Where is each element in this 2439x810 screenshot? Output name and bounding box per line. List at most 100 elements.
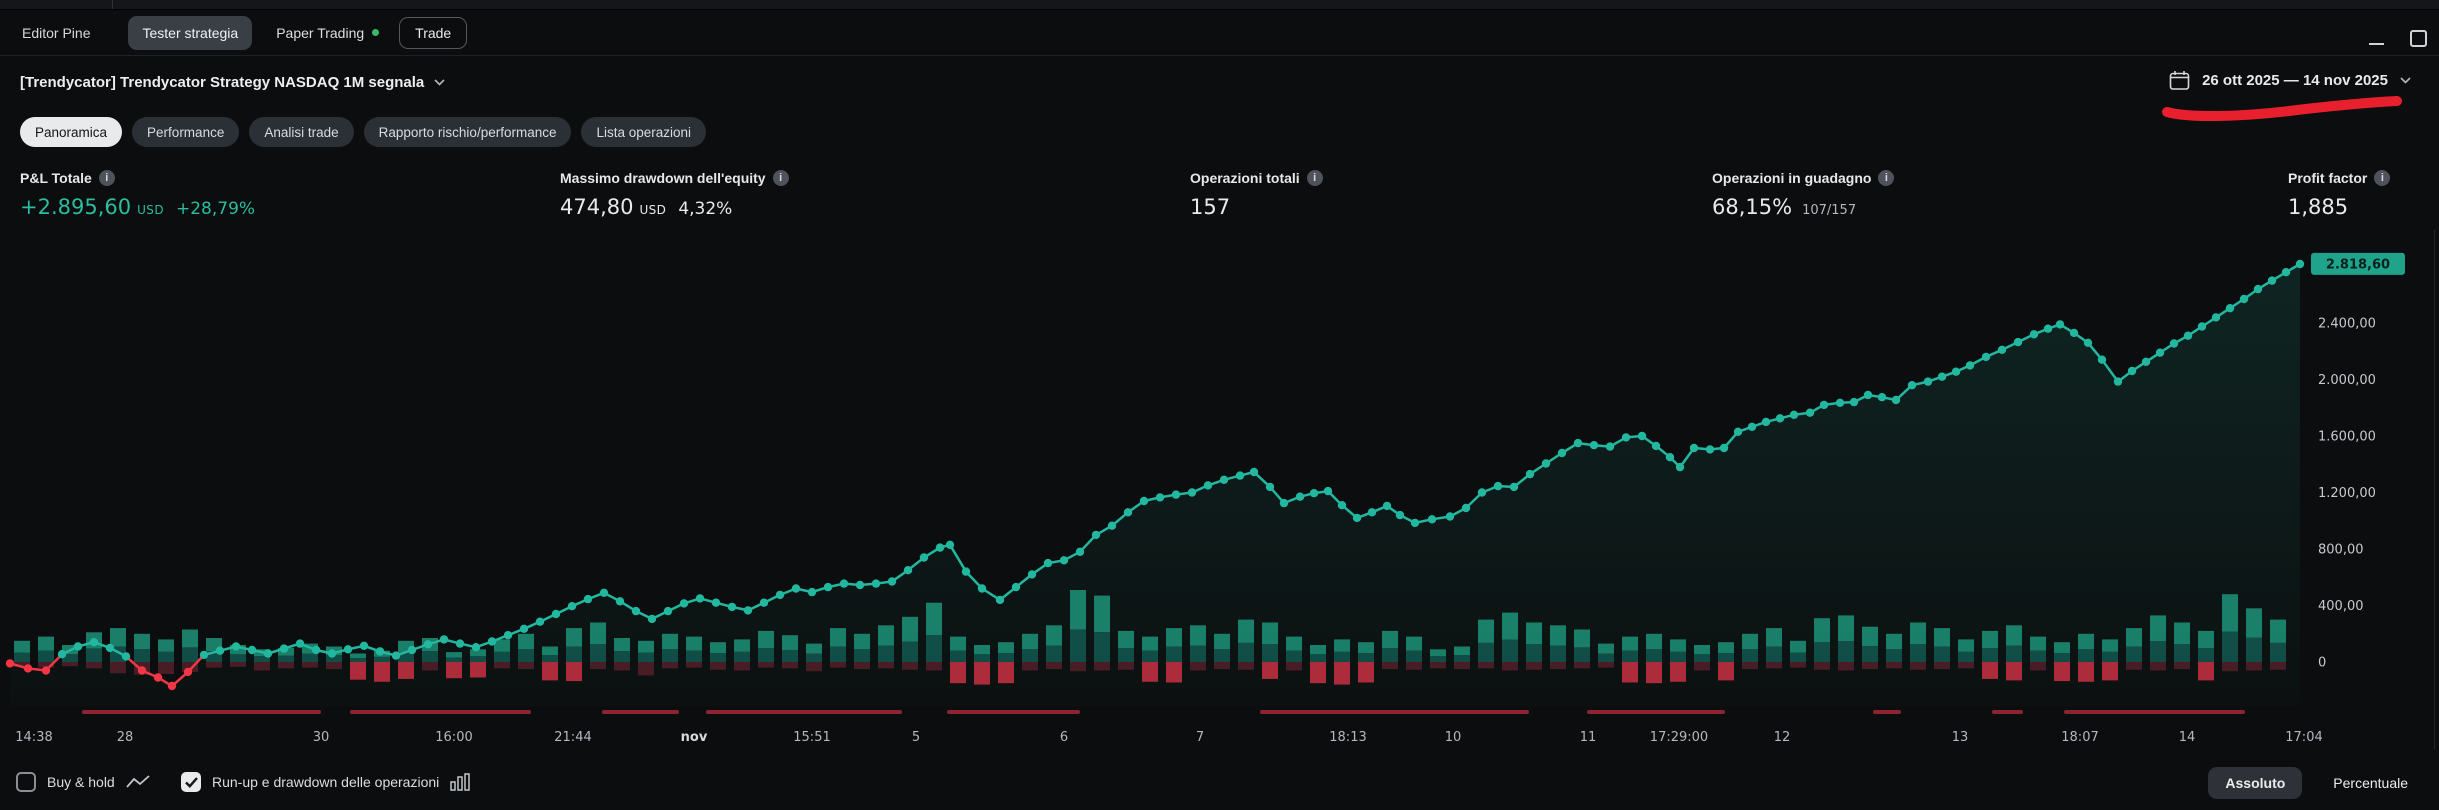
x-axis-label[interactable]: 18:13 <box>1329 730 1366 745</box>
equity-point <box>1665 453 1675 462</box>
trade-drawdown-bar <box>1022 662 1038 671</box>
equity-point <box>41 666 51 675</box>
equity-point <box>2155 348 2165 357</box>
strategy-selector[interactable]: [Trendycator] Trendycator Strategy NASDA… <box>20 74 445 91</box>
session-break-bar <box>602 710 679 714</box>
buy-hold-label: Buy & hold <box>47 774 115 790</box>
report-tab-3[interactable]: Rapporto rischio/performance <box>363 117 572 147</box>
info-icon[interactable]: i <box>2374 170 2391 186</box>
x-axis-label[interactable]: 17:04 <box>2285 730 2322 745</box>
trade-runup-bar-base <box>614 651 630 662</box>
equity-point <box>1621 433 1631 442</box>
trade-runup-bar <box>110 628 126 647</box>
equity-point <box>599 588 609 597</box>
minimize-icon[interactable] <box>2369 42 2384 45</box>
equity-point <box>1235 471 1245 480</box>
info-icon[interactable]: i <box>98 170 115 186</box>
trade-runup-bar <box>1214 633 1230 650</box>
buy-hold-checkbox[interactable] <box>16 772 36 792</box>
equity-point <box>647 614 657 624</box>
x-axis-label[interactable]: 14:38 <box>15 730 52 745</box>
x-axis-label[interactable]: nov <box>681 730 708 745</box>
trade-drawdown-bar <box>254 662 270 671</box>
trade-runup-bar-base <box>638 652 654 662</box>
trade-runup-bar <box>1382 630 1398 648</box>
x-axis-label[interactable]: 12 <box>1774 730 1791 745</box>
trade-runup-bar <box>1598 643 1614 654</box>
equity-point <box>2281 268 2291 277</box>
trade-runup-bar <box>1334 639 1350 652</box>
equity-point <box>1789 410 1799 419</box>
trade-runup-bar-base <box>2054 653 2070 662</box>
tab-tester-strategia[interactable]: Tester strategia <box>128 15 253 50</box>
absolute-button[interactable]: Assoluto <box>2208 767 2303 799</box>
x-axis-label[interactable]: 17:29:00 <box>1650 730 1708 745</box>
report-tab-4[interactable]: Lista operazioni <box>581 117 707 147</box>
x-axis-label[interactable]: 10 <box>1445 730 1462 745</box>
trade-runup-bar <box>1118 630 1134 648</box>
trade-runup-bar-base <box>1238 642 1254 662</box>
x-axis-label[interactable]: 18:07 <box>2061 730 2098 745</box>
trade-drawdown-bar <box>2126 662 2142 670</box>
equity-point <box>1171 490 1181 499</box>
x-axis-label[interactable]: 5 <box>912 730 920 745</box>
trade-runup-bar <box>1478 619 1494 643</box>
session-break-bar <box>1587 710 1725 714</box>
equity-point <box>1295 492 1305 501</box>
trade-runup-bar <box>1406 636 1422 651</box>
equity-point <box>359 641 369 650</box>
equity-point <box>327 649 337 658</box>
trade-drawdown-bar <box>2246 662 2262 671</box>
x-axis-label[interactable]: 21:44 <box>554 730 591 745</box>
equity-point <box>1981 352 1991 362</box>
trade-runup-bar <box>1238 619 1254 643</box>
equity-point <box>871 579 881 588</box>
x-axis-label[interactable]: 7 <box>1196 730 1204 745</box>
trade-runup-bar-base <box>1766 646 1782 662</box>
trade-drawdown-bar <box>2030 662 2046 671</box>
report-tab-2[interactable]: Analisi trade <box>249 117 354 147</box>
equity-point <box>1891 395 1901 405</box>
x-axis-label[interactable]: 11 <box>1580 730 1597 745</box>
info-icon[interactable]: i <box>1878 170 1895 186</box>
maximize-icon[interactable] <box>2410 30 2427 47</box>
trade-runup-bar-base <box>1310 654 1326 662</box>
x-axis-label[interactable]: 30 <box>313 730 330 745</box>
x-axis-label[interactable]: 13 <box>1952 730 1969 745</box>
trade-drawdown-bar <box>1430 662 1446 669</box>
info-icon[interactable]: i <box>1306 170 1323 186</box>
x-axis-label[interactable]: 28 <box>117 730 134 745</box>
trade-runup-bar <box>1886 633 1902 650</box>
buy-hold-toggle[interactable]: Buy & hold <box>16 772 150 792</box>
report-tab-0[interactable]: Panoramica <box>20 117 123 147</box>
trade-runup-bar <box>2174 622 2190 645</box>
trade-runup-bar-base <box>86 648 102 662</box>
trade-runup-bar-base <box>446 657 462 662</box>
trade-runup-bar-base <box>710 653 726 662</box>
info-icon[interactable]: i <box>772 170 789 186</box>
trade-button[interactable]: Trade <box>399 16 468 49</box>
x-axis-label[interactable]: 14 <box>2179 730 2196 745</box>
equity-point <box>1877 393 1887 402</box>
runup-drawdown-toggle[interactable]: Run-up e drawdown delle operazioni <box>181 772 471 792</box>
equity-point <box>1027 570 1037 579</box>
trade-runup-bar-base <box>2006 645 2022 662</box>
x-axis-label[interactable]: 16:00 <box>435 730 472 745</box>
date-range-picker[interactable]: 26 ott 2025 — 14 nov 2025 <box>2169 70 2411 91</box>
equity-point <box>995 595 1005 605</box>
tab-editor-pine[interactable]: Editor Pine <box>22 24 91 41</box>
x-axis-label[interactable]: 6 <box>1060 730 1068 745</box>
tab-paper-trading[interactable]: Paper Trading <box>276 25 380 41</box>
trade-runup-bar-base <box>1886 649 1902 662</box>
equity-chart[interactable]: 2.400,00 2.000,00 1.600,00 1.200,00 800,00 40… <box>0 230 2439 755</box>
stat-currency: USD <box>137 203 164 217</box>
trade-runup-bar <box>38 636 54 651</box>
trade-runup-bar <box>614 638 630 652</box>
report-tab-1[interactable]: Performance <box>132 117 240 147</box>
runup-drawdown-checkbox[interactable] <box>181 772 201 792</box>
x-axis-label[interactable]: 15:51 <box>793 730 830 745</box>
trade-drawdown-bar <box>422 662 438 671</box>
percent-button[interactable]: Percentuale <box>2333 775 2408 791</box>
trade-runup-bar-base <box>1334 651 1350 662</box>
equity-point <box>1410 518 1420 528</box>
